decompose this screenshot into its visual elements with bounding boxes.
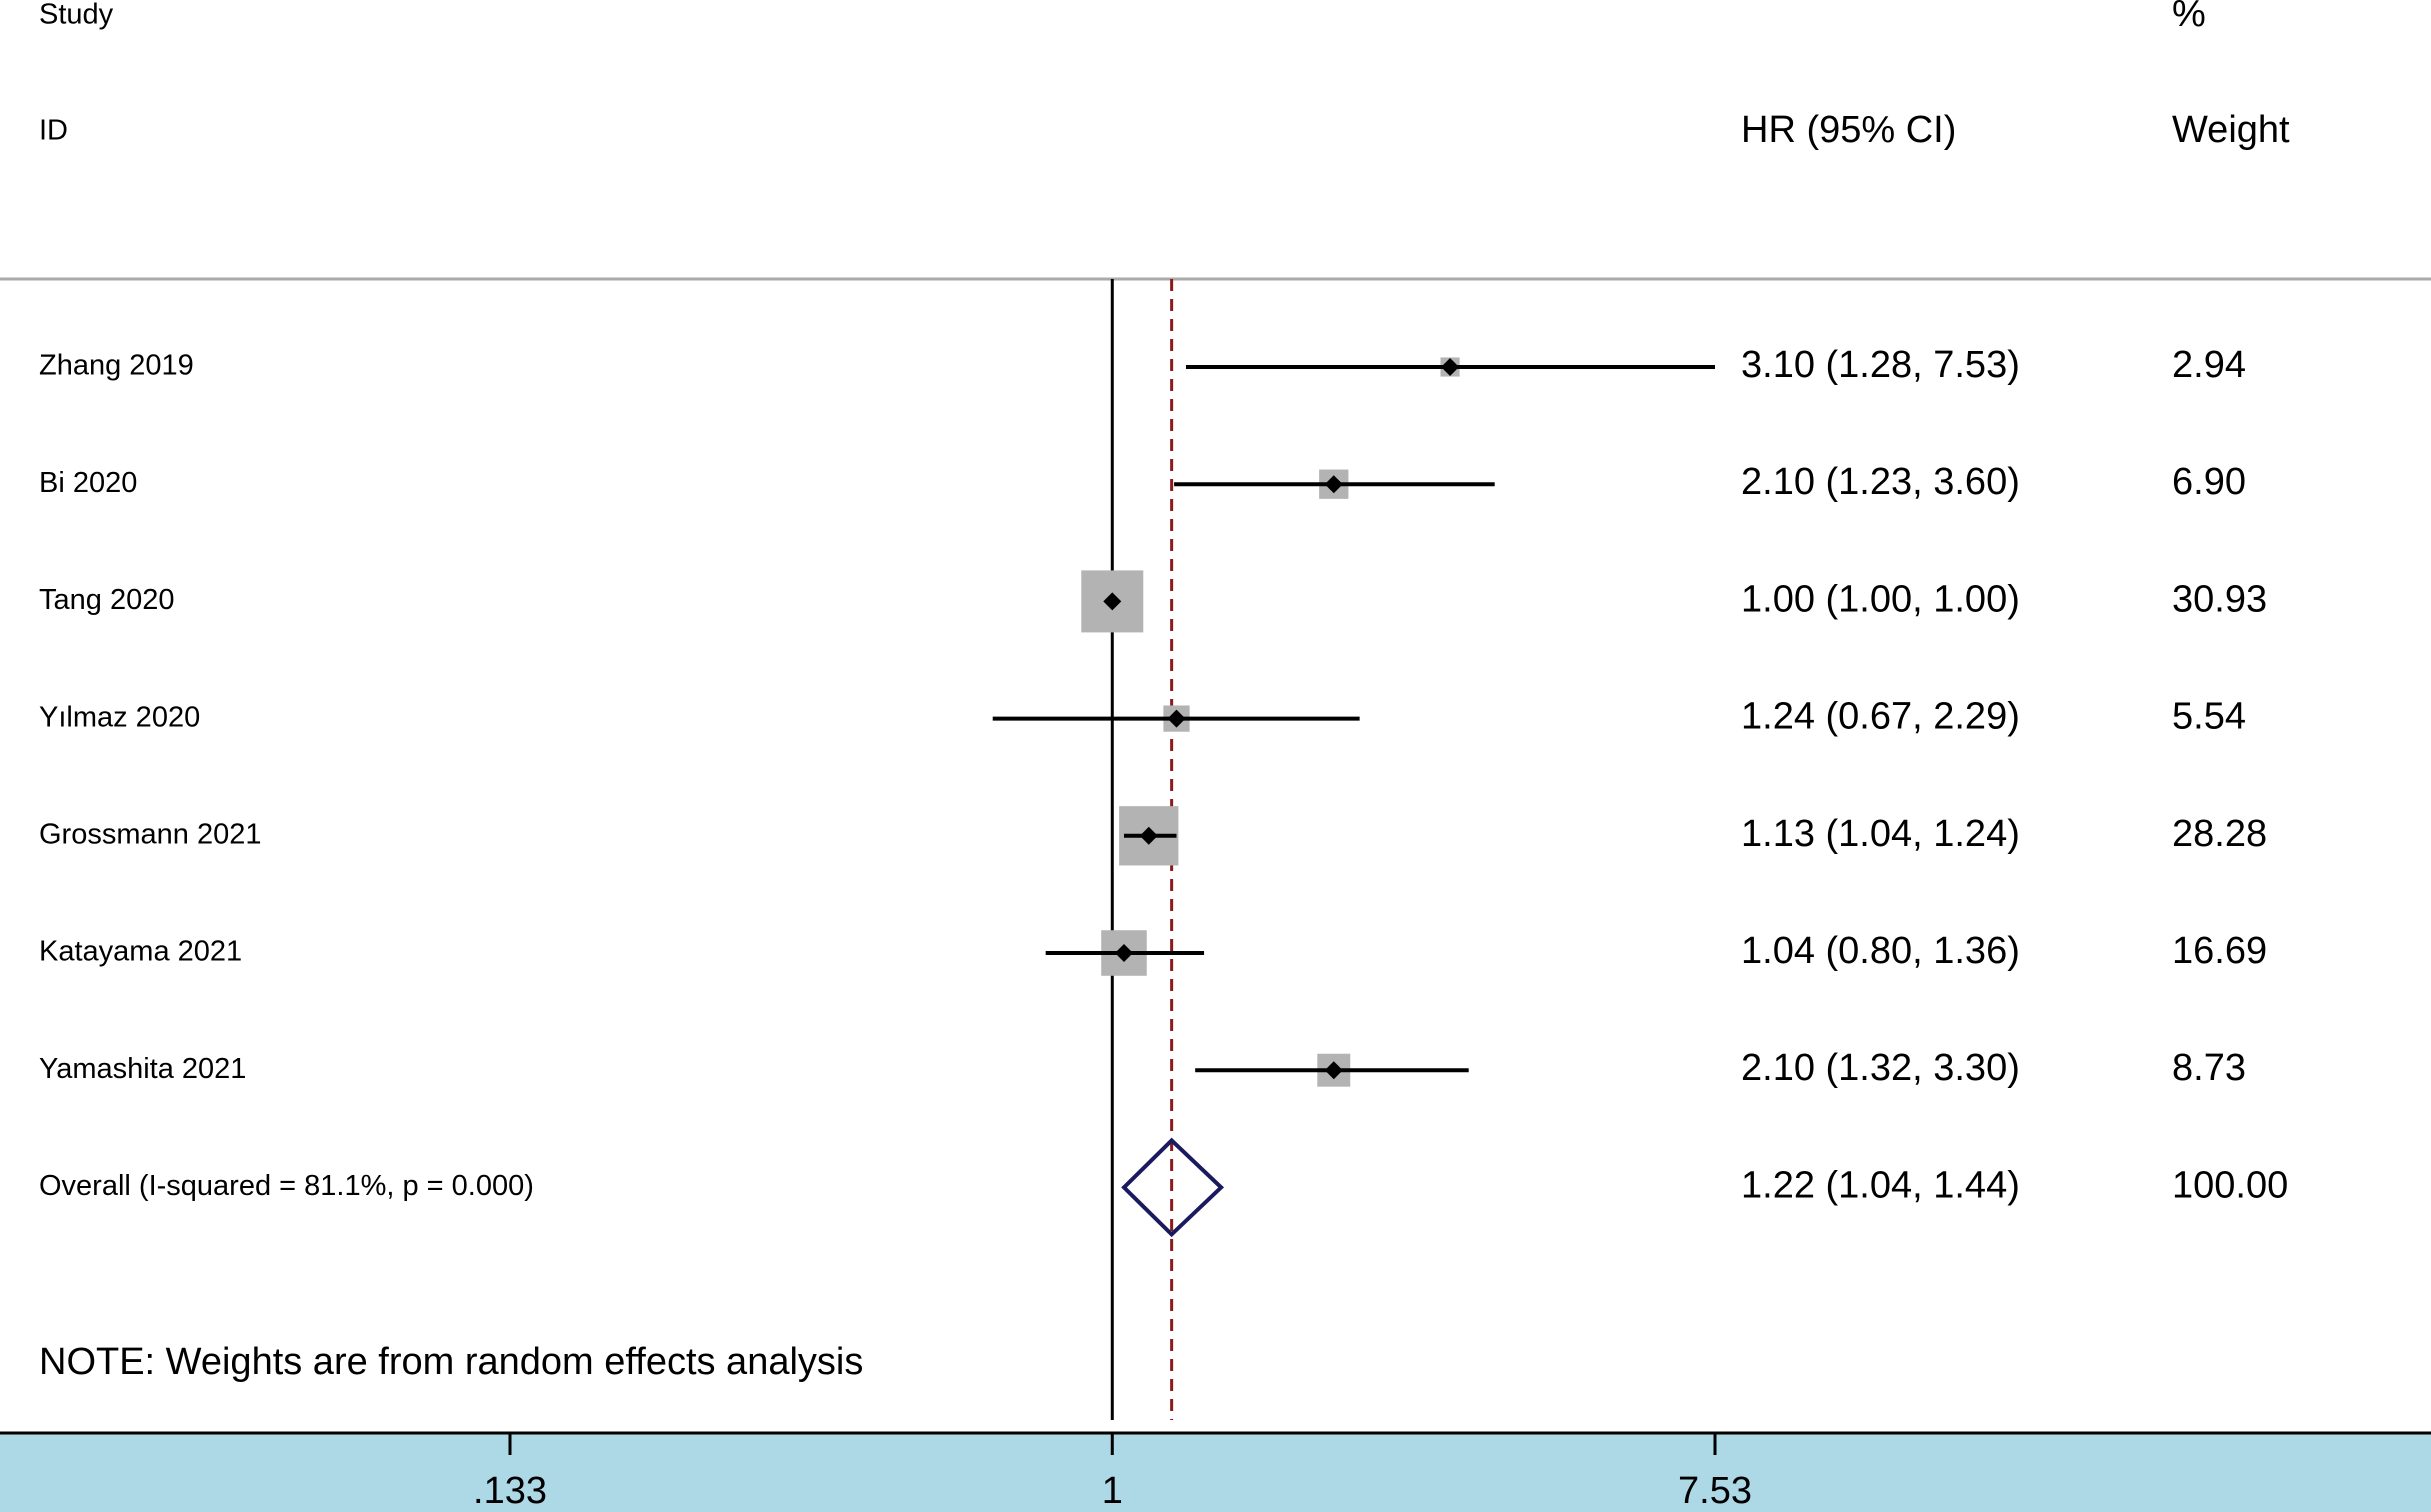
effect-label: 1.13 (1.04, 1.24) [1741,813,2020,855]
axis-band [0,1433,2431,1512]
header-weight-top: % [2172,0,2206,35]
effect-label: 3.10 (1.28, 7.53) [1741,344,2020,386]
header-weight: Weight [2172,109,2290,151]
weight-label: 6.90 [2172,461,2246,503]
weight-label: 30.93 [2172,578,2267,620]
point-estimate [1324,475,1343,494]
weight-label: 8.73 [2172,1047,2246,1089]
study-name: Yılmaz 2020 [39,701,200,733]
point-estimate [1167,709,1186,728]
overall-weight-label: 100.00 [2172,1164,2288,1206]
study-name: Tang 2020 [39,584,174,616]
point-estimate [1114,944,1133,962]
note: NOTE: Weights are from random effects an… [39,1341,863,1383]
point-estimate [1324,1061,1343,1080]
effect-label: 2.10 (1.23, 3.60) [1741,461,2020,503]
x-tick-label: 7.53 [1678,1470,1752,1512]
effect-label: 1.00 (1.00, 1.00) [1741,578,2020,620]
point-estimate [1103,592,1122,611]
overall-effect-label: 1.22 (1.04, 1.44) [1741,1164,2020,1206]
effect-label: 1.24 (0.67, 2.29) [1741,696,2020,738]
weight-label: 2.94 [2172,344,2246,386]
study-name: Grossmann 2021 [39,818,261,850]
effect-label: 1.04 (0.80, 1.36) [1741,930,2020,972]
study-name: Bi 2020 [39,467,137,499]
study-name: Katayama 2021 [39,936,242,968]
weight-label: 16.69 [2172,930,2267,972]
weight-label: 28.28 [2172,813,2267,855]
point-estimate [1139,826,1158,845]
study-name: Yamashita 2021 [39,1053,246,1085]
study-name: Zhang 2019 [39,350,194,382]
header-study: Study [39,0,114,31]
point-estimate [1441,358,1460,376]
overall-name: Overall (I-squared = 81.1%, p = 0.000) [39,1170,534,1202]
effect-label: 2.10 (1.32, 3.30) [1741,1047,2020,1089]
header-id: ID [39,115,68,147]
weight-label: 5.54 [2172,696,2246,738]
overall-diamond [1121,1137,1225,1238]
x-tick-label: 1 [1102,1470,1123,1512]
x-tick-label: .133 [473,1470,547,1512]
header-effect: HR (95% CI) [1741,109,1956,151]
